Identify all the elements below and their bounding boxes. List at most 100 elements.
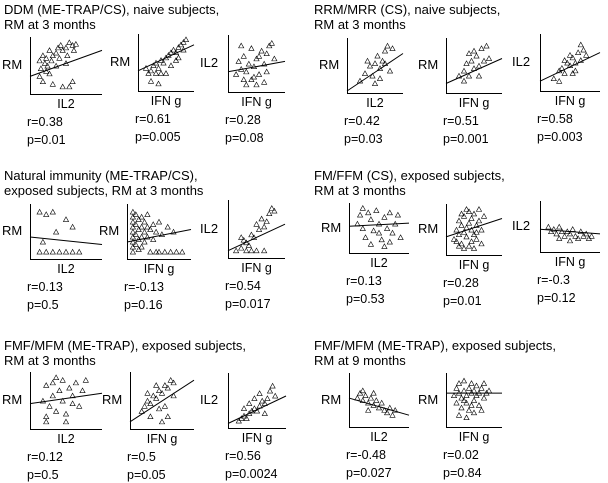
data-point — [261, 247, 268, 254]
trend-line — [227, 395, 287, 424]
data-point — [167, 62, 175, 68]
data-point — [572, 232, 579, 239]
data-point — [485, 55, 493, 61]
data-point — [470, 210, 478, 217]
x-axis-label: IFN g — [241, 431, 273, 445]
data-point — [475, 62, 483, 69]
data-point — [269, 382, 276, 389]
data-point — [238, 244, 245, 251]
y-axis-label: IL2 — [200, 220, 219, 236]
data-point — [455, 411, 463, 418]
data-point — [450, 392, 458, 398]
r-value: r=0.58 — [537, 112, 573, 126]
data-point — [577, 57, 584, 63]
data-point — [258, 47, 265, 54]
trend-line — [445, 218, 503, 238]
y-axis-label: IL2 — [512, 218, 531, 233]
y-axis-label: IL2 — [200, 55, 219, 70]
data-point — [141, 402, 148, 409]
data-point — [556, 235, 563, 241]
data-point — [473, 382, 480, 389]
y-axis-label: RM — [418, 391, 439, 407]
data-point — [458, 394, 465, 401]
data-point — [52, 408, 60, 414]
r-value: r=-0.3 — [537, 273, 571, 287]
panel-title: FMF/MFM (ME-TRAP), exposed subjects, — [314, 338, 556, 353]
x-axis-label: IFN g — [241, 261, 272, 275]
data-point — [365, 407, 372, 413]
x-axis-label: IFN g — [458, 430, 490, 444]
data-point — [43, 54, 50, 61]
y-axis-label: RM — [321, 219, 342, 235]
data-point — [52, 374, 60, 380]
data-point — [460, 67, 468, 74]
trend-line — [445, 58, 503, 84]
data-point — [155, 405, 163, 412]
scatter-plot — [227, 373, 287, 429]
data-point — [468, 380, 475, 386]
data-point — [394, 211, 402, 218]
data-point — [59, 83, 66, 90]
data-point — [460, 397, 468, 403]
data-point — [367, 216, 375, 222]
data-point — [366, 62, 374, 69]
data-point — [155, 218, 163, 225]
x-axis-label: IL2 — [57, 432, 75, 446]
x-axis-label: IFN g — [150, 94, 182, 108]
data-point — [164, 384, 171, 391]
data-point — [381, 47, 389, 54]
scatter-plot — [346, 38, 404, 94]
data-point — [453, 399, 460, 406]
data-point — [583, 230, 590, 237]
scatter-plot — [445, 38, 503, 94]
data-point — [59, 397, 66, 404]
data-point — [79, 387, 86, 393]
data-point — [392, 407, 399, 413]
data-point — [268, 39, 275, 46]
data-point — [240, 405, 248, 411]
data-point — [381, 407, 388, 413]
data-point — [574, 235, 582, 241]
data-point — [261, 223, 268, 230]
data-point — [263, 68, 270, 75]
data-point — [164, 413, 171, 419]
r-value: r=0.38 — [27, 115, 63, 129]
data-point — [43, 211, 50, 217]
r-value: r=0.54 — [225, 279, 261, 293]
data-point — [256, 390, 263, 396]
data-point — [253, 247, 260, 254]
data-point — [371, 80, 379, 86]
y-axis-label: IL2 — [200, 392, 219, 407]
data-point — [49, 80, 56, 87]
data-point — [386, 67, 394, 74]
y-axis-label: RM — [418, 57, 439, 72]
data-point — [138, 408, 145, 414]
data-point — [37, 65, 45, 71]
data-point — [44, 62, 51, 69]
data-point — [69, 400, 76, 406]
data-point — [266, 210, 273, 216]
data-point — [36, 73, 43, 79]
data-point — [62, 216, 70, 222]
data-point — [566, 51, 574, 58]
data-point — [144, 397, 151, 404]
data-point — [556, 223, 563, 230]
data-point — [182, 36, 190, 42]
data-point — [52, 62, 60, 69]
data-point — [255, 226, 263, 232]
data-point — [266, 387, 274, 394]
data-point — [46, 402, 53, 409]
data-point — [561, 232, 568, 239]
panel-title: RM at 3 months — [314, 17, 406, 32]
data-point — [478, 45, 485, 51]
panel-title: DDM (ME-TRAP/CS), naive subjects, — [4, 2, 220, 17]
data-point — [465, 407, 473, 413]
data-point — [232, 71, 240, 77]
r-value: r=-0.13 — [124, 280, 164, 294]
data-point — [155, 387, 163, 393]
data-point — [158, 231, 166, 237]
data-point — [577, 41, 584, 48]
data-point — [450, 235, 458, 242]
data-point — [374, 52, 381, 59]
data-point — [463, 414, 470, 421]
